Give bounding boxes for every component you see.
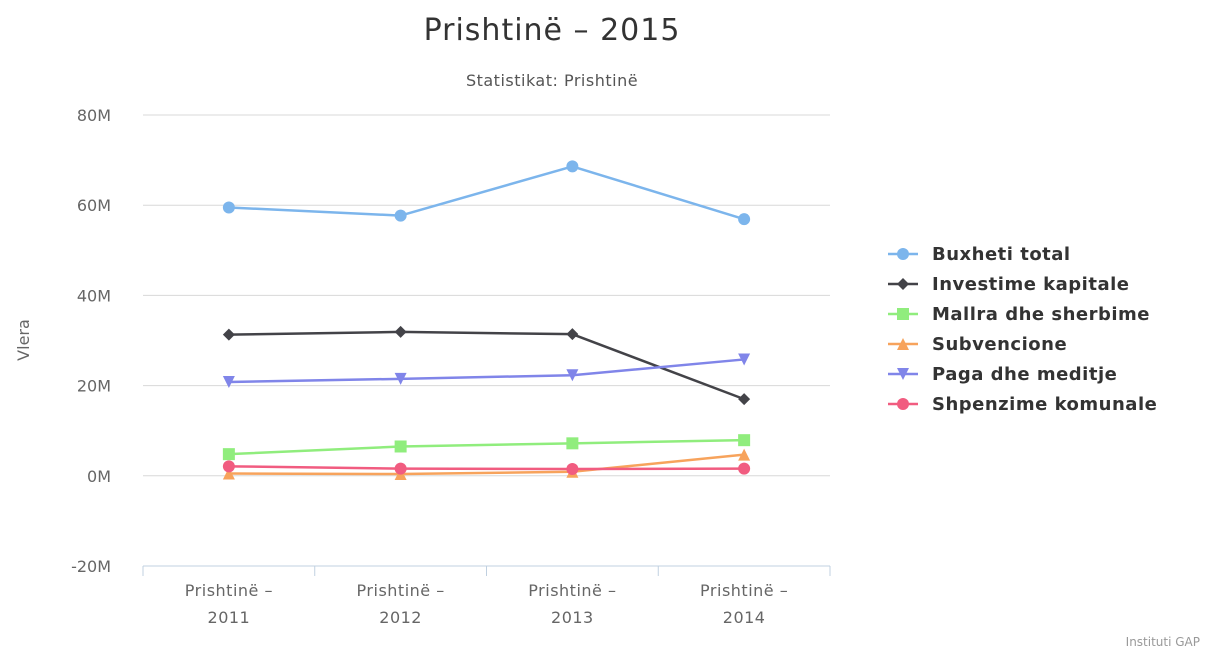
x-tick-label-line: Prishtinë – xyxy=(185,581,273,600)
data-point[interactable] xyxy=(566,437,578,449)
y-tick-label: 40M xyxy=(77,286,111,305)
x-tick-label: Prishtinë – 2013 xyxy=(528,581,616,627)
y-tick-label: 0M xyxy=(87,467,111,486)
data-point[interactable] xyxy=(223,329,235,341)
series-line xyxy=(229,440,744,454)
series-lines xyxy=(223,160,750,480)
legend-marker[interactable] xyxy=(897,398,909,410)
legend: Buxheti total Investime kapitale Mallra dh… xyxy=(888,244,1157,415)
data-point[interactable] xyxy=(223,448,235,460)
y-axis-ticks: -20M 0M 20M 40M 60M 80M xyxy=(71,106,111,576)
data-point[interactable] xyxy=(395,463,407,475)
data-point[interactable] xyxy=(738,393,750,405)
x-tick-label-line: Prishtinë – xyxy=(357,581,445,600)
data-point[interactable] xyxy=(395,210,407,222)
chart-subtitle: Statistikat: Prishtinë xyxy=(466,71,638,90)
x-tick-label: Prishtinë – 2014 xyxy=(700,581,788,627)
x-tick-label-line: 2014 xyxy=(723,608,766,627)
x-tick-label: Prishtinë – 2012 xyxy=(357,581,445,627)
legend-label: Shpenzime komunale xyxy=(932,394,1157,415)
legend-item[interactable]: Shpenzime komunale xyxy=(888,394,1157,415)
data-point[interactable] xyxy=(738,463,750,475)
legend-item[interactable]: Paga dhe meditje xyxy=(888,364,1117,385)
legend-label: Subvencione xyxy=(932,334,1067,355)
chart-title: Prishtinë – 2015 xyxy=(424,13,681,48)
x-tick-label-line: 2013 xyxy=(551,608,594,627)
credits-label[interactable]: Instituti GAP xyxy=(1126,635,1200,649)
data-point[interactable] xyxy=(738,213,750,225)
legend-label: Buxheti total xyxy=(932,244,1071,265)
legend-label: Paga dhe meditje xyxy=(932,364,1117,385)
data-point[interactable] xyxy=(223,460,235,472)
x-tick-label-line: 2012 xyxy=(379,608,422,627)
series-buxheti-total xyxy=(223,160,750,225)
series-subvencione xyxy=(223,449,750,480)
data-point[interactable] xyxy=(566,328,578,340)
legend-marker[interactable] xyxy=(897,308,909,320)
y-axis-label: Vlera xyxy=(14,319,33,361)
data-point[interactable] xyxy=(395,440,407,452)
x-tick-label-line: 2011 xyxy=(208,608,251,627)
series-line xyxy=(229,455,744,474)
x-tick-label: Prishtinë – 2011 xyxy=(185,581,273,627)
series-line xyxy=(229,466,744,469)
data-point[interactable] xyxy=(566,463,578,475)
x-tick-label-line: Prishtinë – xyxy=(528,581,616,600)
y-tick-label: 20M xyxy=(77,377,111,396)
legend-item[interactable]: Investime kapitale xyxy=(888,274,1129,295)
data-point[interactable] xyxy=(566,160,578,172)
x-tick-label-line: Prishtinë – xyxy=(700,581,788,600)
series-mallra-dhe-sherbime xyxy=(223,434,750,460)
y-tick-label: 60M xyxy=(77,196,111,215)
data-point[interactable] xyxy=(395,326,407,338)
legend-label: Investime kapitale xyxy=(932,274,1129,295)
legend-marker[interactable] xyxy=(897,278,909,290)
data-point[interactable] xyxy=(223,201,235,213)
gridlines xyxy=(143,115,830,476)
series-line xyxy=(229,166,744,219)
legend-marker[interactable] xyxy=(897,248,909,260)
y-tick-label: 80M xyxy=(77,106,111,125)
y-tick-label: -20M xyxy=(71,557,111,576)
legend-item[interactable]: Subvencione xyxy=(888,334,1067,355)
legend-item[interactable]: Buxheti total xyxy=(888,244,1071,265)
legend-label: Mallra dhe sherbime xyxy=(932,304,1150,325)
legend-item[interactable]: Mallra dhe sherbime xyxy=(888,304,1150,325)
data-point[interactable] xyxy=(738,434,750,446)
